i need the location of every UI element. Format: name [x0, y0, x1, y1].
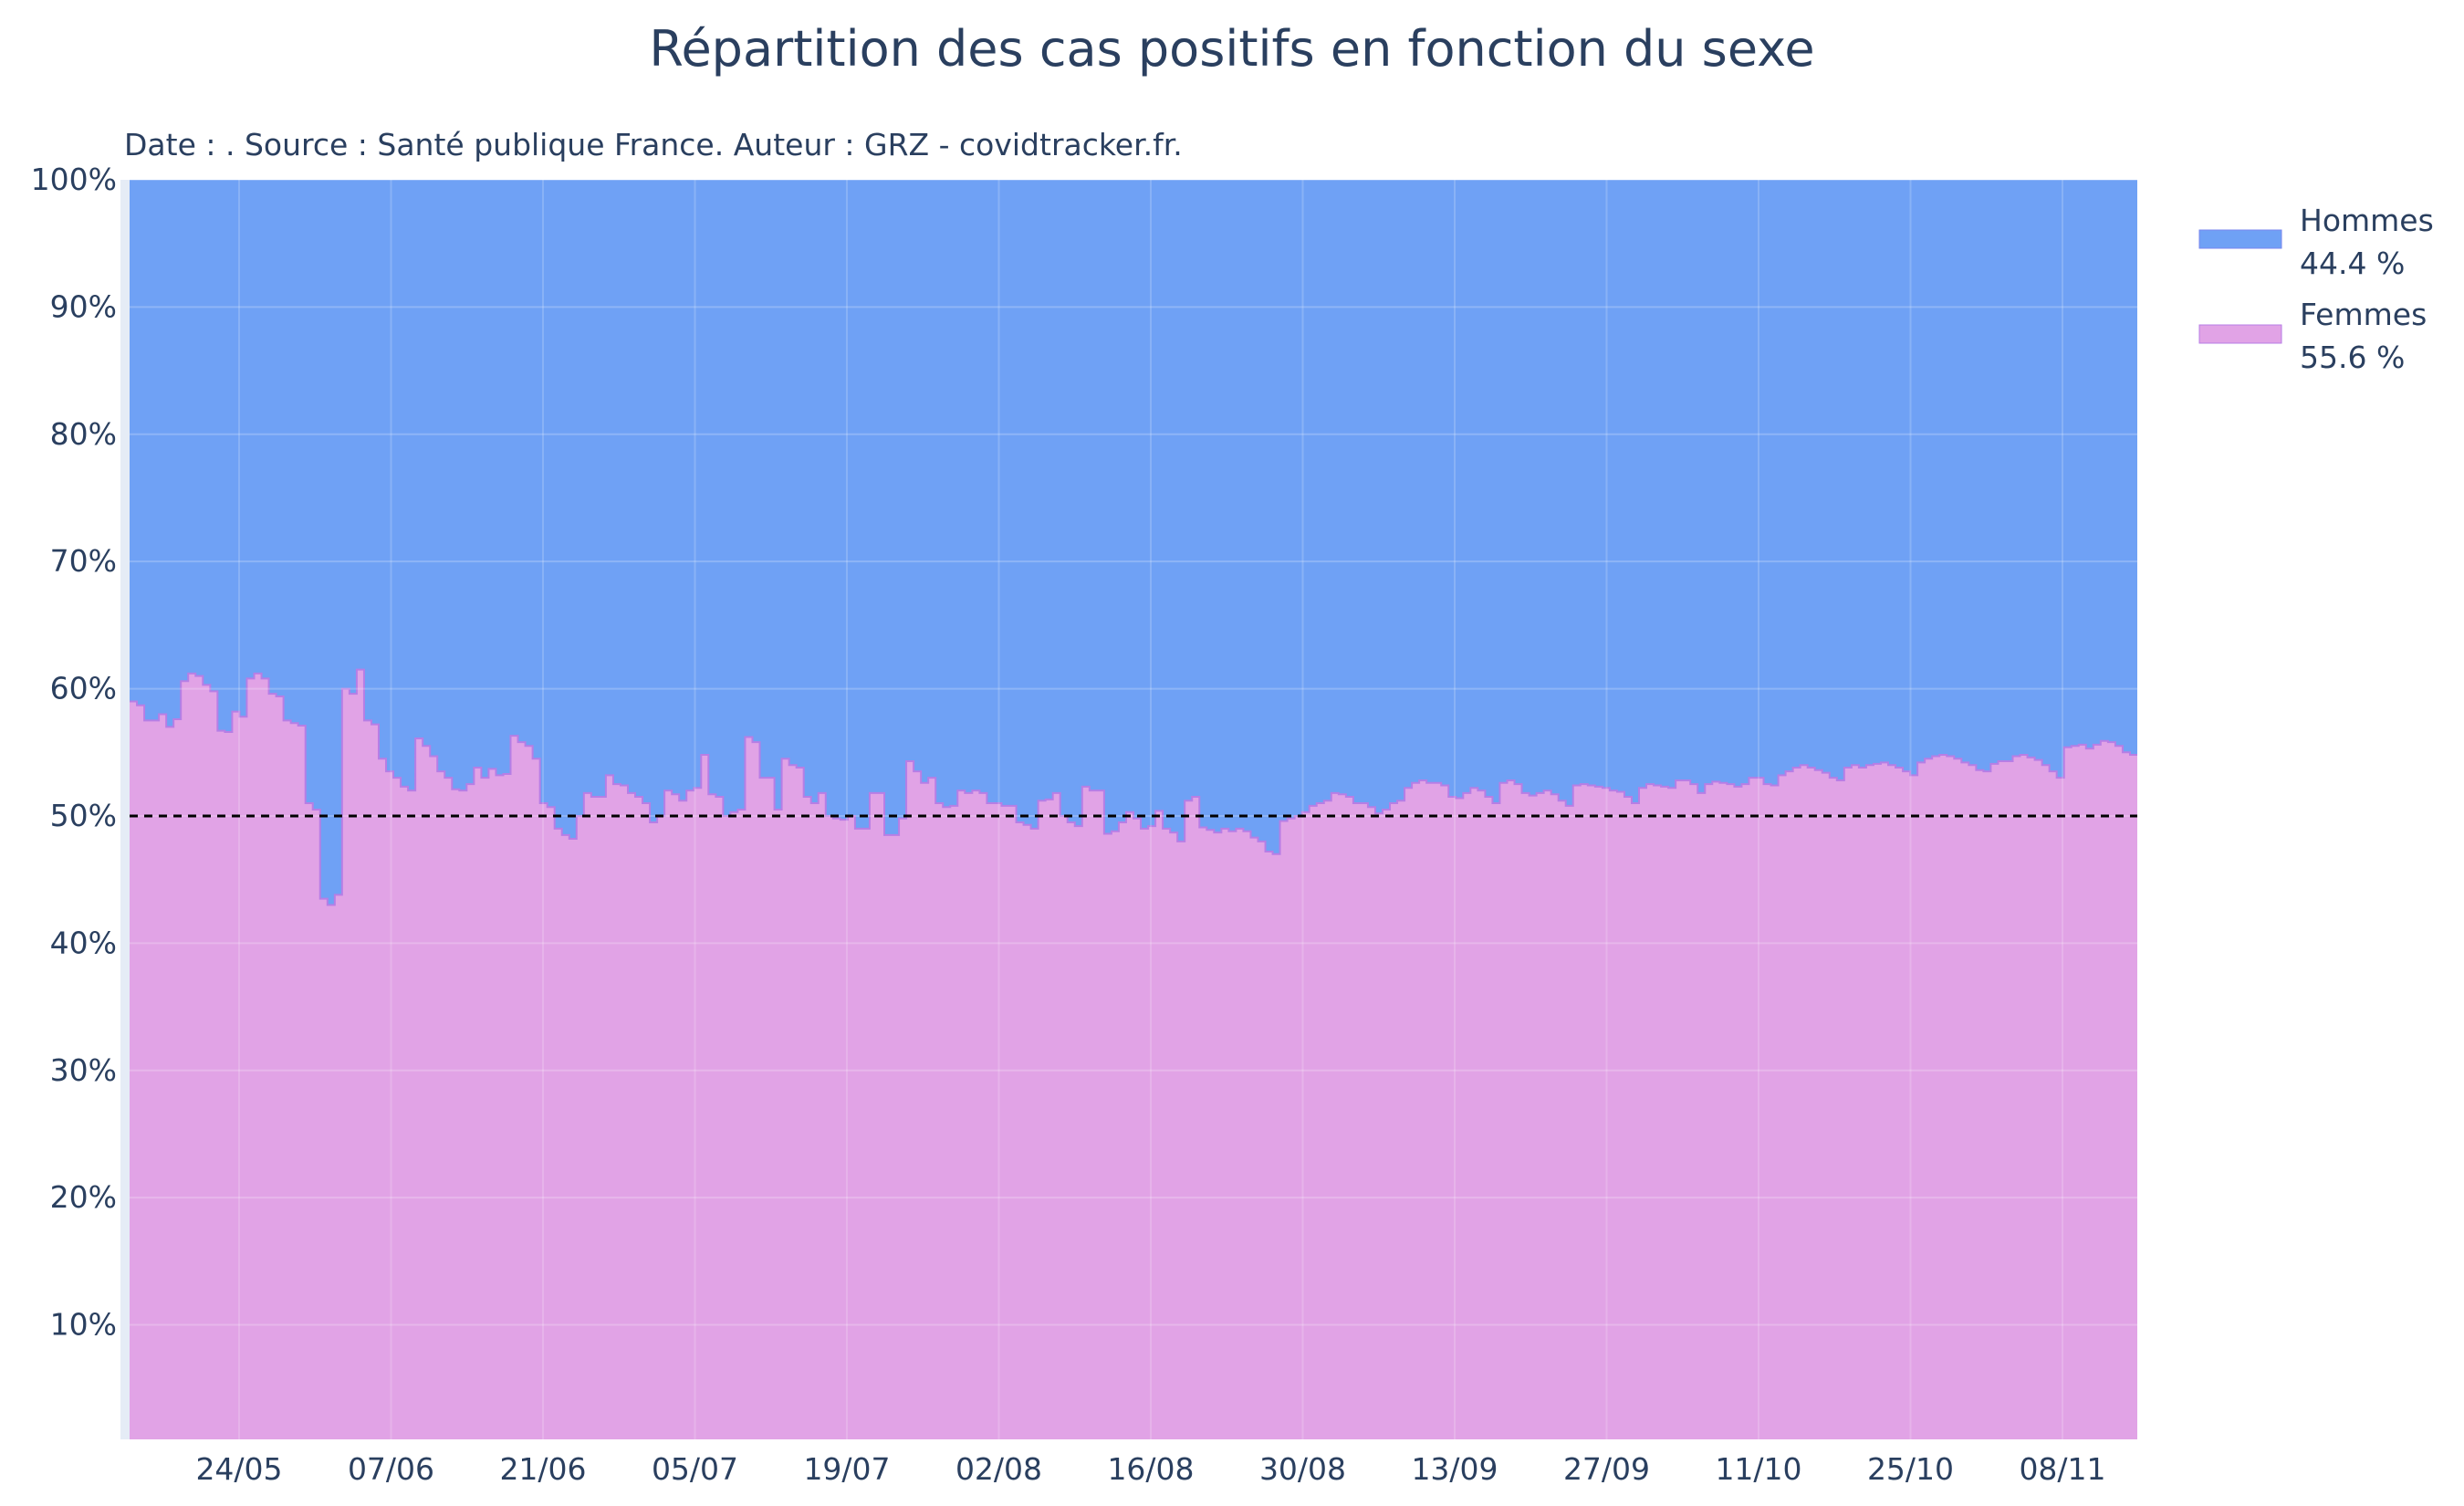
- legend-swatch-hommes: [2198, 229, 2282, 249]
- y-tick-label: 100%: [31, 162, 117, 197]
- stacked-areas: [130, 180, 2137, 1439]
- legend-item-femmes[interactable]: Femmes 55.6 %: [2198, 297, 2427, 375]
- x-tick-label: 25/10: [1867, 1451, 1954, 1487]
- x-tick-label: 19/07: [803, 1451, 890, 1487]
- y-tick-label: 40%: [50, 925, 117, 960]
- legend-label-femmes: Femmes: [2300, 297, 2427, 332]
- y-tick-label: 90%: [50, 288, 117, 324]
- y-tick-label: 60%: [50, 671, 117, 706]
- x-tick-label: 05/07: [652, 1451, 738, 1487]
- y-tick-label: 80%: [50, 416, 117, 452]
- x-tick-label: 02/08: [955, 1451, 1042, 1487]
- x-tick-label: 24/05: [195, 1451, 282, 1487]
- y-tick-label: 20%: [50, 1179, 117, 1215]
- legend-item-hommes[interactable]: Hommes 44.4 %: [2198, 203, 2434, 281]
- x-tick-label: 16/08: [1107, 1451, 1194, 1487]
- y-tick-label: 10%: [50, 1307, 117, 1343]
- y-tick-label: 30%: [50, 1052, 117, 1088]
- x-tick-label: 27/09: [1563, 1451, 1650, 1487]
- y-tick-label: 70%: [50, 543, 117, 579]
- x-tick-label: 30/08: [1259, 1451, 1346, 1487]
- legend-swatch-femmes: [2198, 324, 2282, 344]
- x-tick-label: 08/11: [2019, 1451, 2105, 1487]
- y-axis: 10% 20% 30% 40% 50% 60% 70% 80% 90% 100%: [31, 162, 117, 1343]
- legend-value-femmes: 55.6 %: [2300, 340, 2405, 375]
- x-axis: 24/05 07/06 21/06 05/07 19/07 02/08 16/08 30/08…: [195, 1451, 2105, 1487]
- grid-lines: [130, 179, 2137, 1439]
- legend-label-hommes: Hommes: [2300, 203, 2434, 238]
- plot-area: [120, 179, 2137, 1439]
- x-tick-label: 21/06: [499, 1451, 586, 1487]
- legend-value-hommes: 44.4 %: [2300, 246, 2405, 281]
- chart-subtitle: Date : . Source : Santé publique France.…: [124, 127, 1183, 162]
- chart-title: Répartition des cas positifs en fonction…: [649, 20, 1814, 78]
- legend[interactable]: Hommes 44.4 % Femmes 55.6 %: [2198, 203, 2434, 375]
- boundary-line: [130, 668, 2137, 906]
- x-tick-label: 11/10: [1715, 1451, 1801, 1487]
- y-tick-label: 50%: [50, 798, 117, 833]
- x-tick-label: 13/09: [1411, 1451, 1498, 1487]
- x-tick-label: 07/06: [348, 1451, 434, 1487]
- area-femmes: [130, 669, 2137, 1439]
